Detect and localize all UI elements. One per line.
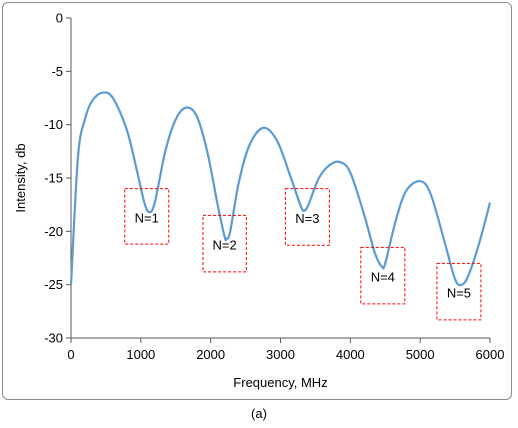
annotation-label-3: N=3: [295, 211, 319, 226]
x-tick-label: 4000: [336, 347, 365, 362]
y-tick-label: -20: [44, 224, 63, 239]
chart-frame: [2, 2, 512, 400]
y-tick-label: -10: [44, 117, 63, 132]
x-tick-label: 3000: [266, 347, 295, 362]
y-tick-label: -5: [51, 64, 63, 79]
annotation-box-3: [284, 188, 330, 246]
x-axis-label: Frequency, MHz: [233, 375, 327, 390]
annotation-label-5: N=5: [447, 286, 471, 301]
annotation-label-1: N=1: [135, 210, 159, 225]
y-tick-label: -25: [44, 277, 63, 292]
y-tick-label: -15: [44, 171, 63, 186]
x-tick-label: 5000: [406, 347, 435, 362]
annotation-box-2: [202, 214, 247, 273]
y-tick-label: -30: [44, 331, 63, 346]
annotation-label-2: N=2: [213, 238, 237, 253]
series-line-0: [69, 91, 492, 287]
y-tick-label: 0: [56, 11, 63, 26]
annotation-box-5: [436, 262, 482, 321]
x-tick-label: 6000: [476, 347, 505, 362]
figure-caption: (a): [251, 406, 267, 421]
annotation-label-4: N=4: [371, 270, 395, 285]
x-tick-label: 0: [67, 347, 74, 362]
annotation-box-1: [124, 188, 170, 245]
y-axis-label: Intensity, db: [13, 143, 28, 212]
annotation-box-4: [360, 246, 406, 305]
x-tick-label: 1000: [126, 347, 155, 362]
x-tick-label: 2000: [196, 347, 225, 362]
